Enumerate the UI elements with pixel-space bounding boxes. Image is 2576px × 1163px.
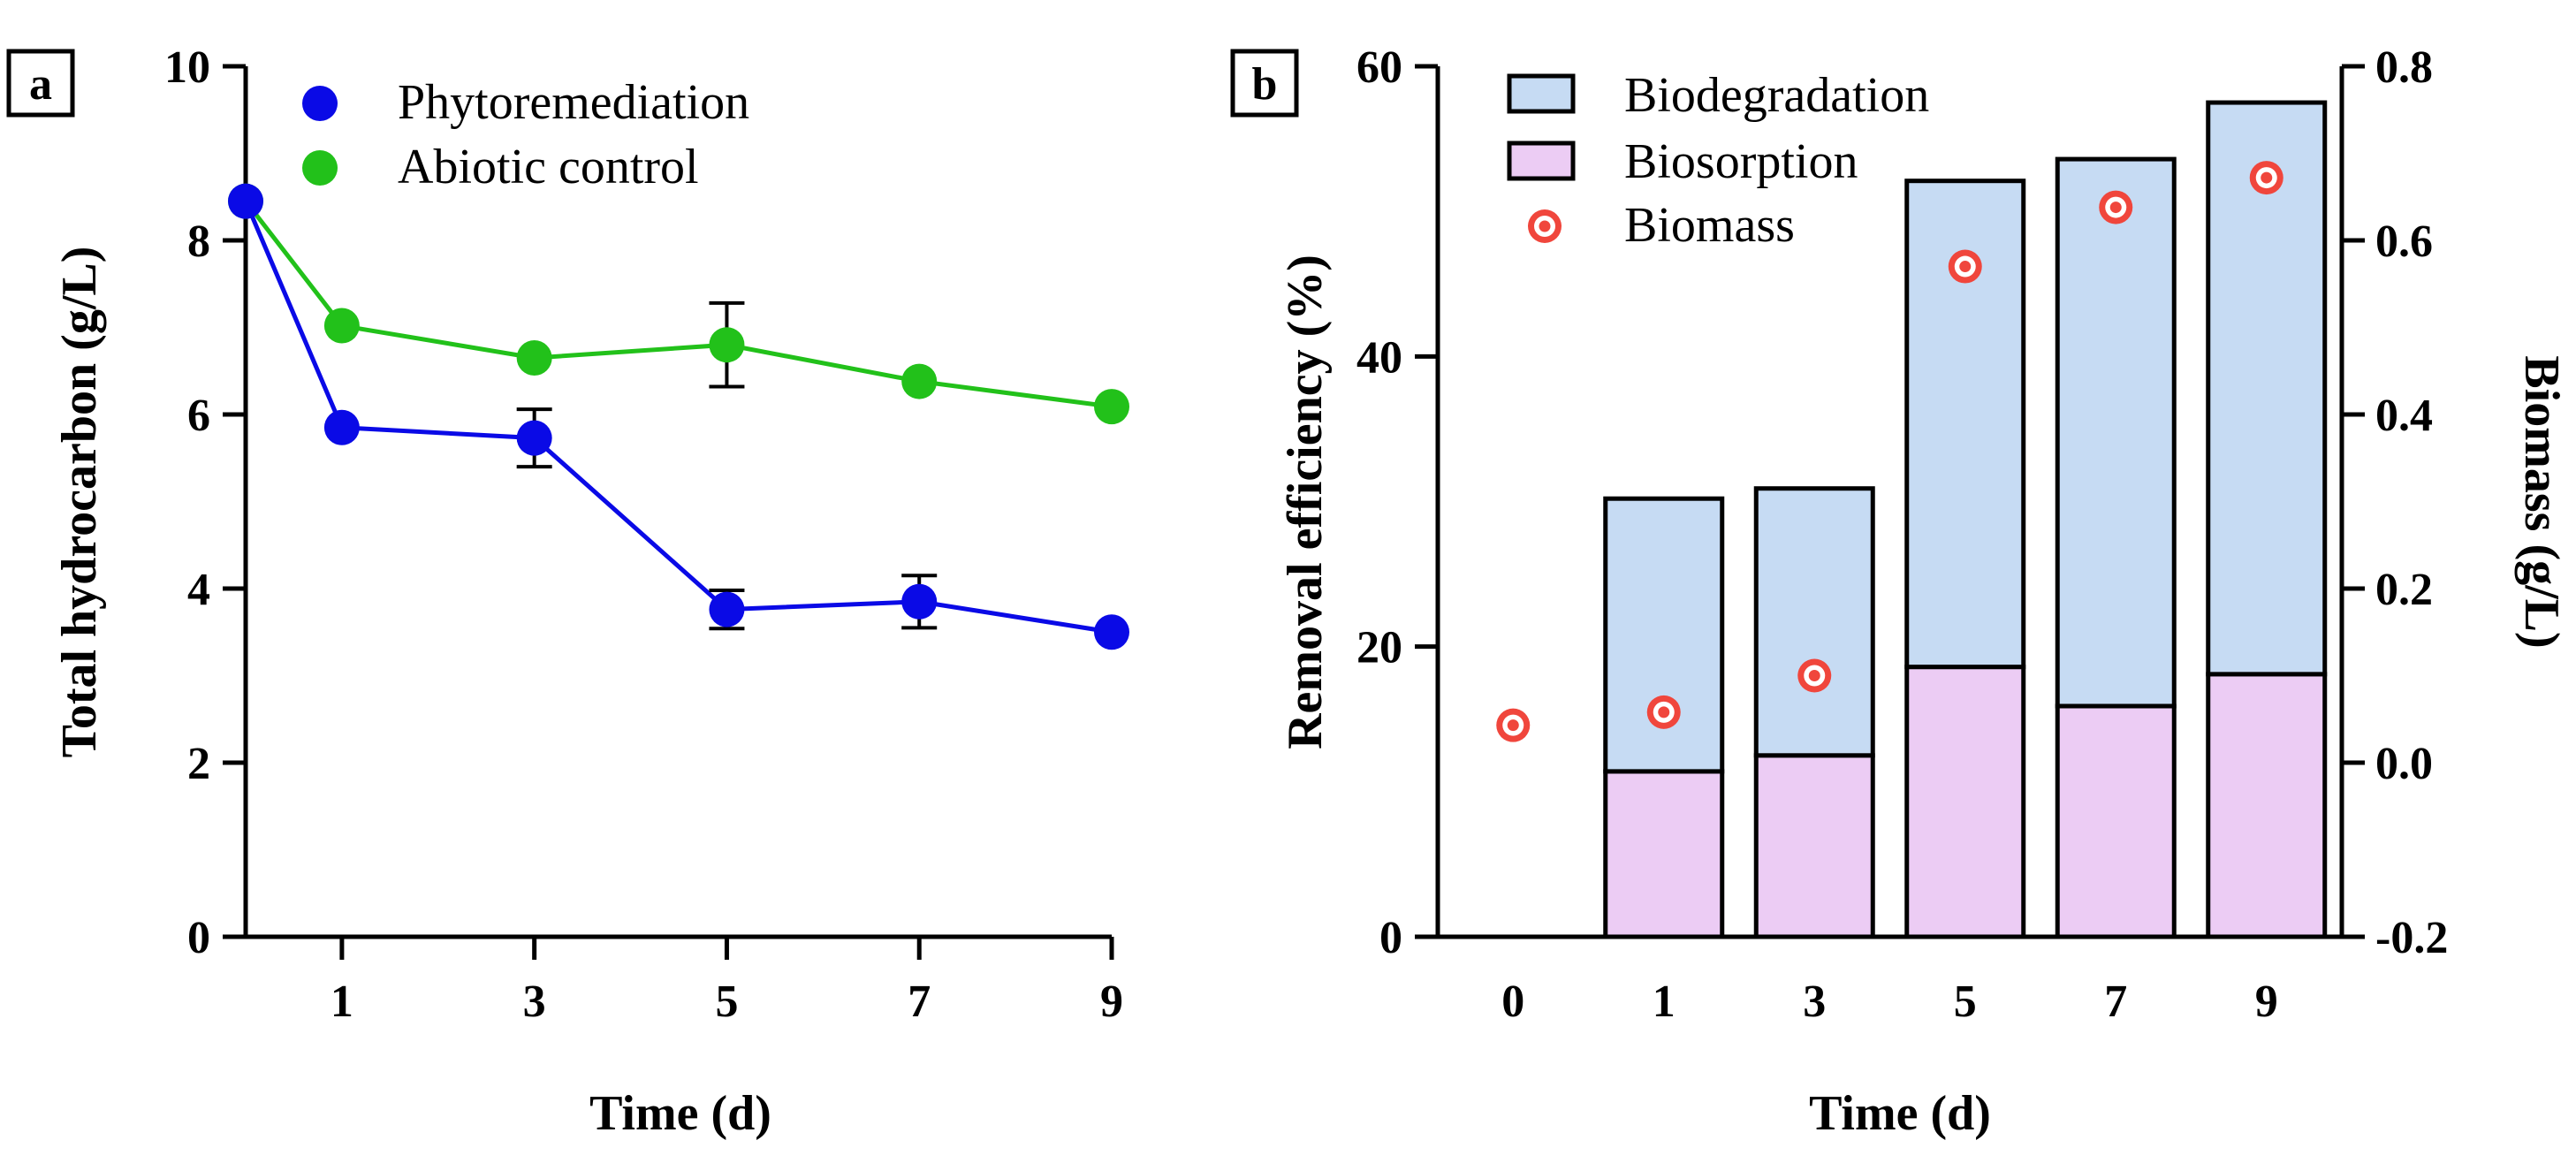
y-ticks-a: 0 2 4 6 8 10 [164,42,246,963]
data-point-abiotic-control [1094,389,1129,425]
x-tick-label-a: 3 [523,977,546,1027]
data-point-phytoremediation [323,409,360,445]
y-axis-title-a: Total hydrocarbon (g/L) [52,247,107,758]
legend-marker-abiotic-control [302,150,338,186]
y-tick-label-a: 6 [187,391,210,441]
panel-label-box-b [1230,49,1299,118]
biomass-marker [1797,658,1832,693]
y-tick-label-b: 60 [1356,42,1402,93]
y2-axis-title-b: Biomass (g/L) [2514,355,2569,648]
data-point-phytoremediation [901,583,938,620]
legend-marker-biomass [1528,209,1562,243]
x-ticks-b: 0 1 3 5 7 9 [1501,977,2278,1027]
bar-biodegradation [1603,496,1725,774]
bar-biosorption [2055,703,2177,939]
panel-label-box-a [6,49,75,118]
data-point-phytoremediation [709,591,745,627]
x-tick-label-a: 9 [1100,977,1123,1027]
bar-biosorption [1904,665,2026,939]
x-axis-title-b: Time (d) [1809,1086,1991,1141]
biomass-marker [2099,190,2133,224]
y2-tick-label-b: 0.2 [2375,565,2433,615]
y-tick-label-b: 20 [1356,623,1402,673]
legend-swatch-biodegradation [1507,73,1576,114]
series-a [228,183,1129,650]
panel-b: b 0 20 40 60 -0.2 0.0 0.2 0.4 0.6 0.8 0 1 3 5 7 9 Rem… [1230,42,2569,1141]
x-ticks-a: 1 3 5 7 9 [331,937,1123,1027]
biomass-marker [1646,695,1681,729]
y-tick-label-b: 0 [1379,913,1402,963]
y2-tick-label-b: 0.0 [2375,739,2433,789]
x-tick-label-b: 0 [1501,977,1524,1027]
data-point-phytoremediation [1094,614,1129,650]
series-line-abiotic-control [244,200,1113,409]
x-tick-label-a: 5 [715,977,738,1027]
x-tick-label-a: 1 [331,977,353,1027]
y-tick-label-a: 10 [164,42,210,93]
y2-tick-label-b: -0.2 [2375,913,2448,963]
axes-a [243,66,1112,939]
y2-ticks-b: -0.2 0.0 0.2 0.4 0.6 0.8 [2342,42,2448,963]
legend-label-abiotic-control: Abiotic control [398,140,699,194]
bar-biodegradation [1753,486,1875,758]
x-tick-label-b: 7 [2104,977,2127,1027]
bars-b [1603,100,2328,939]
y-tick-label-a: 4 [187,565,210,615]
data-point-phytoremediation [228,183,263,219]
panel-label-a: a [29,59,52,110]
y2-tick-label-b: 0.8 [2375,42,2433,93]
biomass-marker [1496,708,1531,742]
data-point-abiotic-control [709,327,745,363]
y-tick-label-a: 8 [187,217,210,267]
legend-label-biomass: Biomass [1624,198,1795,253]
y2-tick-label-b: 0.4 [2375,391,2433,441]
x-tick-label-a: 7 [908,977,931,1027]
x-tick-label-b: 5 [1954,977,1977,1027]
y-tick-label-a: 0 [187,913,210,963]
legend-marker-phytoremediation [302,86,338,121]
bar-biosorption [1753,753,1875,939]
x-axis-title-a: Time (d) [589,1086,771,1141]
x-tick-label-b: 1 [1653,977,1676,1027]
series-phytoremediation [228,183,1129,650]
data-point-phytoremediation [516,420,552,456]
bar-biosorption [1603,769,1725,939]
x-tick-label-b: 3 [1803,977,1826,1027]
series-line-phytoremediation [243,200,1113,635]
biomass-markers-b [1496,161,2283,742]
legend-label-biodegradation: Biodegradation [1624,68,1929,123]
x-tick-label-b: 9 [2255,977,2278,1027]
y-ticks-b: 0 20 40 60 [1356,42,1438,963]
biomass-marker [2249,161,2283,195]
legend-b: Biodegradation Biosorption Biomass [1507,68,1929,253]
legend-label-phytoremediation: Phytoremediation [398,75,749,130]
biomass-marker [1948,249,1982,284]
y2-tick-label-b: 0.6 [2375,217,2433,267]
y-tick-label-a: 2 [187,739,210,789]
legend-a: Phytoremediation Abiotic control [302,75,749,194]
bar-biosorption [2206,672,2328,939]
data-point-abiotic-control [516,339,552,376]
axes-b [1435,66,2344,939]
data-point-abiotic-control [323,308,360,344]
y-axis-title-b: Removal efficiency (%) [1278,255,1333,749]
y-tick-label-b: 40 [1356,332,1402,383]
panel-label-b: b [1252,59,1278,110]
bar-biodegradation [2206,100,2328,677]
bar-biodegradation [2055,156,2177,709]
legend-label-biosorption: Biosorption [1624,134,1858,189]
series-abiotic-control [228,183,1129,425]
legend-swatch-biosorption [1507,141,1576,181]
data-point-abiotic-control [901,363,938,399]
